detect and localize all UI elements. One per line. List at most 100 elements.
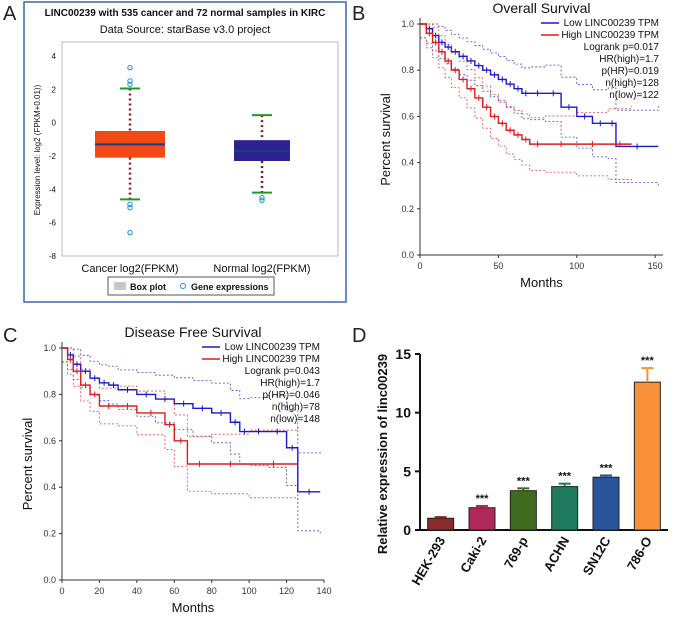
panel-label-c: C [3,325,18,347]
stat-annotation: p(HR)=0.019 [601,66,659,77]
x-tick-label: 80 [207,586,217,596]
ci-upper-high [420,23,633,119]
panel-d-bar-chart: 0 5 10 15 Relative expression of linc00239 HE… [375,346,668,588]
panel-a-ytick-label: 0 [52,119,57,128]
bar-caki-2 [468,507,496,531]
legend-label: Low LINC00239 TPM [225,342,320,353]
x-tick-label: 100 [242,586,257,596]
survival-curve-low [420,23,659,148]
panel-a-ytick-label: 4 [52,52,57,61]
stat-annotation: HR(high)=1.7 [599,54,659,65]
legend-gene-expressions-label: Gene expressions [191,282,269,292]
panel-label-d: D [352,325,367,347]
significance-label: *** [600,462,614,474]
y-tick-label: 10 [395,405,411,421]
ci-lower-high [420,37,633,183]
panel-a-ytick-label: -4 [49,185,57,194]
y-axis-label: Percent survival [20,418,35,511]
survival-curve-high [62,347,298,465]
y-tick-label: 5 [403,463,411,479]
panel-a-ytick-label: -2 [49,152,57,161]
y-tick-label: 0.8 [401,65,414,75]
ci-upper-low [62,347,321,454]
x-tick-label: 50 [493,261,503,271]
y-axis-label: Percent survival [378,93,393,186]
chart-title: Disease Free Survival [125,324,262,340]
x-tick-label: ACHN [540,534,572,574]
ci-upper-high [62,347,299,438]
ci-upper-low [420,23,659,111]
stat-annotation: HR(high)=1.7 [260,378,320,389]
ci-lower-low [62,361,321,534]
ci-lower-low [420,37,659,188]
y-tick-label: 0.2 [43,529,56,539]
x-tick-label: 120 [279,586,294,596]
outlier-point [127,229,133,236]
bar-786-o [633,381,661,531]
legend-label: High LINC00239 TPM [222,354,320,365]
stat-annotation: n(low)=148 [270,414,320,425]
panel-a-ytick-label: -6 [49,219,57,228]
significance-label: *** [517,475,531,487]
x-tick-label: 786-O [624,534,655,573]
survival-curve-high [420,23,632,145]
significance-label: *** [558,471,572,483]
x-tick-label: 150 [648,261,663,271]
x-tick-label: Caki-2 [457,534,490,575]
panel-a-subtitle: Data Source: starBase v3.0 project [100,24,271,36]
outlier-point [259,194,265,201]
outlier-point [127,204,133,211]
stat-annotation: Logrank p=0.017 [584,42,660,53]
x-tick-label: 0 [59,586,64,596]
panel-a-xlabel-cancer: Cancer log2(FPKM) [81,263,178,275]
y-tick-label: 1.0 [43,343,56,353]
outlier-point [127,81,133,88]
x-tick-label: 769-p [501,534,531,571]
y-axis-label: Relative expression of linc00239 [375,354,390,554]
x-tick-label: 40 [132,586,142,596]
panel-a-legend: Box plot Gene expressions [107,276,275,296]
legend-gene-expressions-marker [180,283,186,289]
x-tick-label: 0 [417,261,422,271]
stat-annotation: p(HR)=0.046 [262,390,320,401]
outlier-point [127,201,133,208]
x-tick-label: 140 [316,586,331,596]
legend-boxplot-label: Box plot [130,282,166,292]
stat-annotation: n(high)=78 [272,402,321,413]
x-tick-label: SN12C [580,533,614,577]
y-tick-label: 0.8 [43,389,56,399]
outlier-point [127,64,133,71]
bar-769-p [509,490,537,531]
x-axis-label: Months [520,275,563,290]
chart-title: Overall Survival [492,0,590,16]
outlier-point [127,78,133,84]
panel-label-b: B [352,3,366,25]
panel-a-title: LINC00239 with 535 cancer and 72 normal … [45,8,326,19]
outlier-point [259,197,265,203]
significance-label: *** [641,355,655,367]
y-tick-label: 1.0 [401,19,414,29]
panel-a-boxplot-chart: LINC00239 with 535 cancer and 72 normal … [23,1,347,303]
x-tick-label: 20 [94,586,104,596]
panel-a-xlabel-normal: Normal log2(FPKM) [213,263,310,275]
y-tick-label: 0.6 [43,436,56,446]
y-tick-label: 0.2 [401,204,414,214]
x-axis-label: Months [172,600,215,615]
x-tick-label: HEK-293 [409,534,449,588]
y-tick-label: 0.0 [401,250,414,260]
panel-a-ytick-label: -8 [49,252,57,261]
legend-boxplot-swatch [114,282,126,290]
stat-annotation: Logrank p=0.043 [245,366,321,377]
panel-label-a: A [3,3,17,25]
panel-c-disease-free-survival-chart: Disease Free Survival 0.0 0.2 0.4 0.6 0.8 1.0 0… [20,324,332,615]
panel-a-ylabel: Expression level: log2 (FPKM+0.01)) [33,84,42,215]
bar-hek-293 [427,517,455,531]
y-tick-label: 0.4 [401,158,414,168]
legend-label: Low LINC00239 TPM [564,18,659,29]
y-tick-label: 0 [403,522,411,538]
legend-label: High LINC00239 TPM [561,30,659,41]
x-tick-label: 60 [169,586,179,596]
stat-annotation: n(high)=128 [605,78,659,89]
bar-achn [551,486,579,531]
ci-lower-high [62,361,299,503]
